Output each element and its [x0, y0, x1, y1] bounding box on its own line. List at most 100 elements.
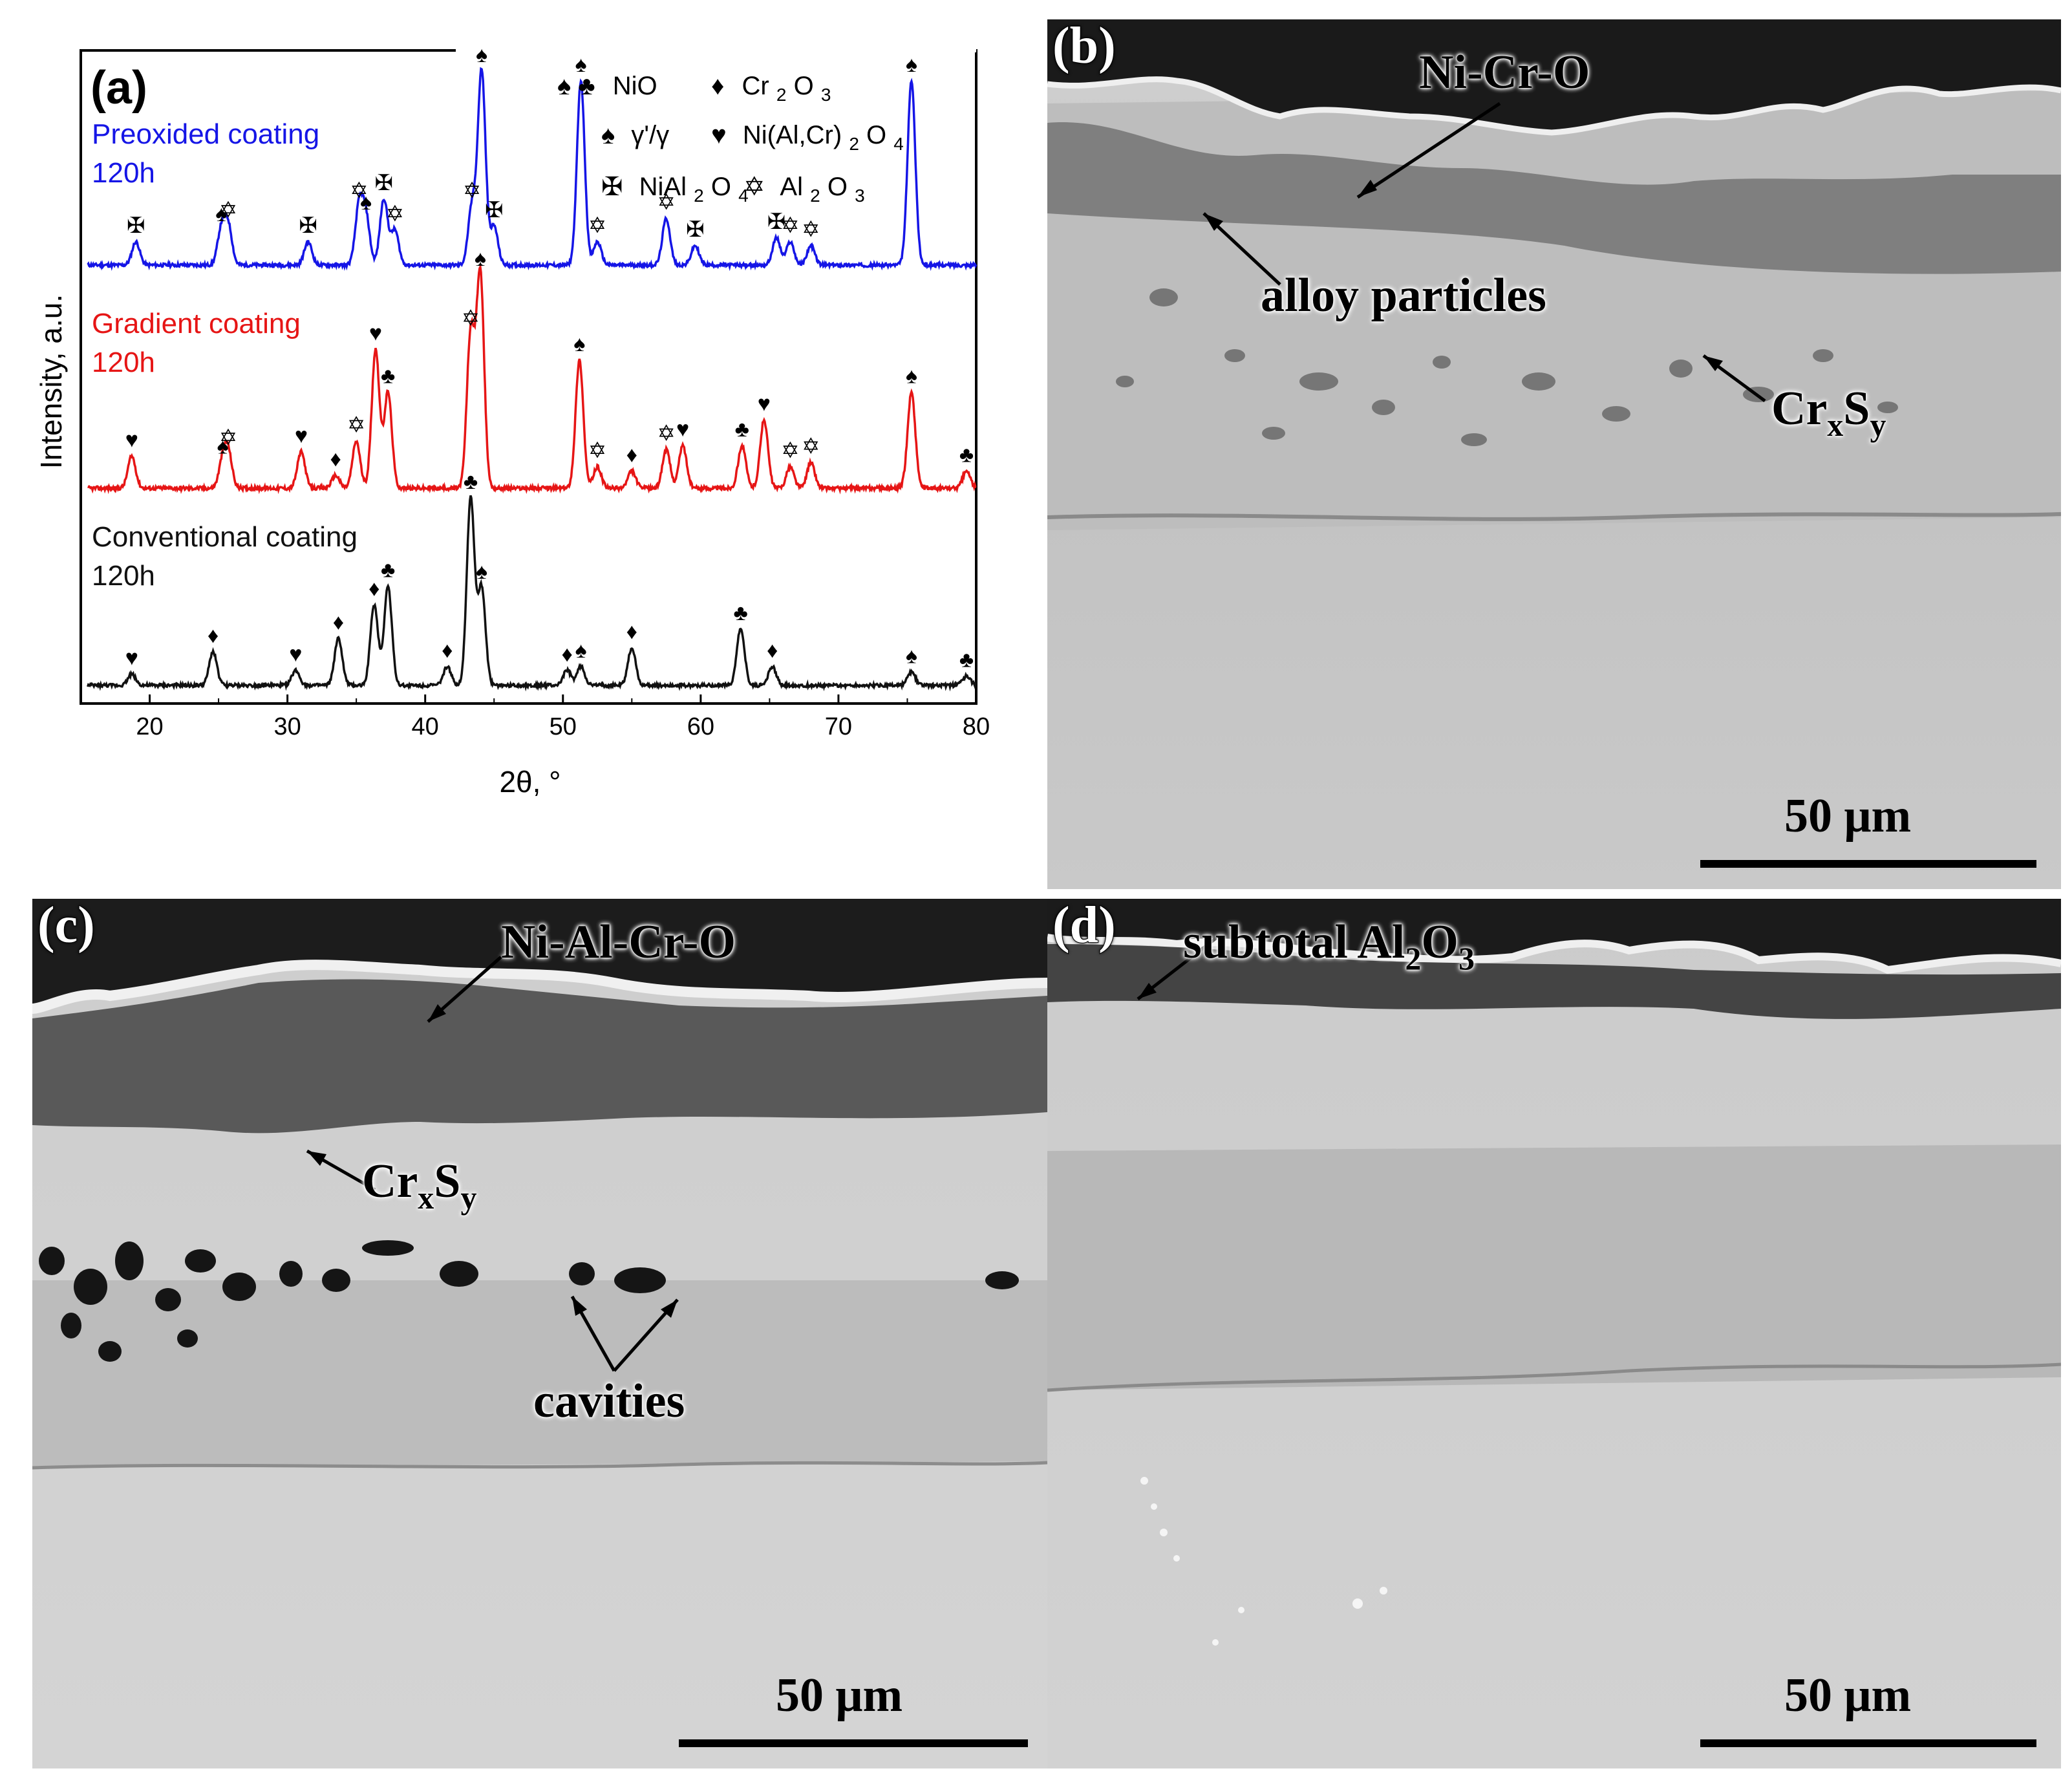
- interdiffusion-line: [32, 1461, 1047, 1470]
- legend-spinel-text: Ni(Al,Cr): [743, 121, 842, 149]
- peak-marker-club: ♣: [381, 364, 395, 389]
- curve-label-gradient-line2: 120h: [92, 347, 155, 378]
- curve-label-conventional: Conventional coating 120h: [92, 521, 358, 592]
- peak-marker-cross: ✠: [299, 213, 317, 238]
- xrd-curves: [87, 67, 977, 692]
- sem-image-c: (c) Ni-Al-Cr-O CrxSy cavities 50 μm: [32, 899, 1047, 1768]
- xrd-chart-panel: 20 30 40 50 60 70 80 ✠ ♠ ✡ ✠ ✡ ♠ ✠ ✡ ✡ ♠ ✠ ♠ ✡ ✡ ✠ ✠ ✡ ✡ ♠ ♥ ♠ ✡ ♥ ♦ ✡…: [0, 0, 1028, 886]
- legend-nio-symbols: ♠ ♣: [557, 72, 595, 100]
- peak-markers: ✠ ♠✡✠✡♠✠✡✡♠✠♠✡✡✠ ✠✡ ✡♠♥ ♠✡ ♥♦✡♥♣✡♠♠✡ ♦✡ ♥ ♣♥✡ ✡♠♣…: [125, 43, 974, 672]
- peak-marker-heart: ♥: [676, 417, 689, 442]
- interdiffusion-zone: [32, 1280, 1047, 1468]
- legend-spinel: ♥ Ni(Al,Cr) 2 O 4: [711, 121, 904, 156]
- label-crxsy-c-cr: Cr: [362, 1155, 418, 1208]
- peak-marker-star: ✡: [657, 190, 676, 215]
- label-al2o3-sub1: 2: [1405, 940, 1422, 976]
- peak-marker-star: ✡: [781, 213, 800, 238]
- label-crxsy-c-s: S: [434, 1155, 461, 1208]
- sem-image-b: (b) Ni-Cr-O alloy particles CrxSy 50 μm: [1047, 19, 2061, 889]
- annotation-arrows-c: [306, 956, 679, 1372]
- legend-cr2o3: ♦ Cr 2 O 3: [711, 72, 831, 107]
- x-axis-ticks: 20 30 40 50 60 70 80: [80, 694, 990, 740]
- panel-tag-c: (c): [37, 899, 96, 954]
- curve-label-gradient: Gradient coating 120h: [92, 308, 301, 378]
- label-al2o3-text: subtotal Al: [1183, 916, 1405, 969]
- label-crxsy-c-y: y: [460, 1179, 477, 1216]
- peak-marker-spade: ♠: [476, 43, 487, 67]
- peak-marker-heart: ♥: [125, 428, 138, 453]
- label-crxsy-b-y: y: [1870, 407, 1886, 443]
- peak-marker-cross: ✠: [767, 210, 786, 234]
- bright-scale-edge: [1047, 934, 2061, 974]
- label-crxsy-b-x: x: [1827, 407, 1844, 443]
- scale-bar-b: [1700, 860, 2036, 868]
- legend-nial2o4-sub2: 4: [738, 186, 749, 206]
- peak-marker-spade: ♠: [217, 434, 228, 458]
- label-ni-al-cr-o: Ni-Al-Cr-O: [501, 916, 736, 969]
- arrow-ni-cr-o-head: [1358, 180, 1377, 197]
- peak-marker-spade: ♠: [475, 246, 486, 271]
- x-axis-label: 2θ, °: [499, 765, 561, 799]
- legend: ♠ ♣ NiO ♦ Cr 2 O 3 ♠ γ'/γ ♥ Ni(Al,Cr) 2 …: [557, 72, 904, 208]
- label-crxsy-b-s: S: [1843, 382, 1870, 435]
- legend-cr2o3-text: Cr: [742, 72, 769, 100]
- x-tick-label-60: 60: [687, 713, 714, 740]
- arrow-ni-cr-o: [1356, 102, 1501, 199]
- peak-marker-spade: ♠: [476, 559, 487, 584]
- label-crxsy-b-cr: Cr: [1771, 382, 1828, 435]
- peak-marker-club: ♣: [464, 469, 478, 494]
- legend-al2o3-sub2: 3: [855, 186, 865, 206]
- curve-label-gradient-line1: Gradient coating: [92, 308, 301, 339]
- peak-marker-heart: ♥: [295, 424, 308, 448]
- resin-top: [32, 899, 1047, 1009]
- peak-marker-heart: ♥: [758, 391, 771, 416]
- legend-nio-text: NiO: [613, 72, 657, 100]
- legend-al2o3-sub1: 2: [810, 186, 820, 206]
- panel-tag-a: (a): [91, 62, 147, 114]
- peak-marker-star: ✡: [781, 438, 800, 463]
- peak-marker-cross: ✠: [375, 171, 394, 195]
- label-subtotal-al2o3: subtotal Al2O3: [1183, 915, 1475, 977]
- legend-nial2o4-symbol: ✠: [601, 173, 623, 201]
- scale-bar-d: [1700, 1739, 2036, 1747]
- legend-cr2o3-symbol: ♦: [711, 72, 724, 100]
- legend-al2o3: ✡ Al 2 O 3: [743, 173, 865, 208]
- peak-marker-spade: ♠: [906, 52, 917, 77]
- bright-scale-edge: [32, 960, 1047, 1014]
- label-al2o3-o: O: [1421, 916, 1458, 969]
- peak-marker-diamond: ♦: [330, 447, 341, 471]
- x-tick-label-80: 80: [963, 713, 990, 740]
- arrow-alloy-particles-head: [1204, 213, 1223, 231]
- legend-nial2o4-o: O: [711, 173, 731, 201]
- peak-marker-spade: ♠: [573, 332, 585, 356]
- legend-gamma: ♠ γ'/γ: [601, 121, 669, 149]
- curve-label-preoxided-line1: Preoxided coating: [92, 118, 319, 150]
- label-alloy-particles: alloy particles: [1261, 269, 1546, 322]
- arrow-cavities-right-head: [661, 1300, 678, 1318]
- legend-al2o3-o: O: [828, 173, 848, 201]
- interdiffusion-line: [1047, 1362, 2061, 1392]
- peak-marker-cross: ✠: [686, 217, 705, 242]
- peak-marker-diamond: ♦: [626, 619, 637, 644]
- xrd-series-2: [87, 495, 977, 692]
- legend-spinel-symbol: ♥: [711, 121, 727, 149]
- annotation-arrows-d: [1137, 936, 1218, 1000]
- peak-marker-star: ✡: [350, 178, 368, 203]
- interdiffusion-zone: [1047, 1145, 2061, 1390]
- peak-marker-diamond: ♦: [767, 638, 778, 663]
- peak-marker-heart: ♥: [369, 321, 382, 346]
- peak-marker-star: ✡: [588, 438, 607, 463]
- curve-label-conventional-line1: Conventional coating: [92, 521, 358, 553]
- sem-micrograph-c: [32, 899, 1047, 1768]
- legend-gamma-text: γ'/γ: [631, 121, 669, 149]
- peak-marker-club: ♣: [959, 443, 974, 467]
- label-al2o3-sub2: 3: [1458, 940, 1475, 976]
- peak-marker-star: ✡: [802, 217, 820, 242]
- interdiffusion-line: [1047, 512, 2061, 521]
- legend-spinel-sub1: 2: [849, 134, 859, 154]
- curve-label-preoxided: Preoxided coating 120h: [92, 118, 319, 189]
- arrow-al2o3-head: [1138, 983, 1157, 999]
- peak-marker-diamond: ♦: [626, 443, 637, 467]
- peak-marker-diamond: ♦: [442, 638, 453, 663]
- peak-marker-spade: ♠: [215, 202, 227, 226]
